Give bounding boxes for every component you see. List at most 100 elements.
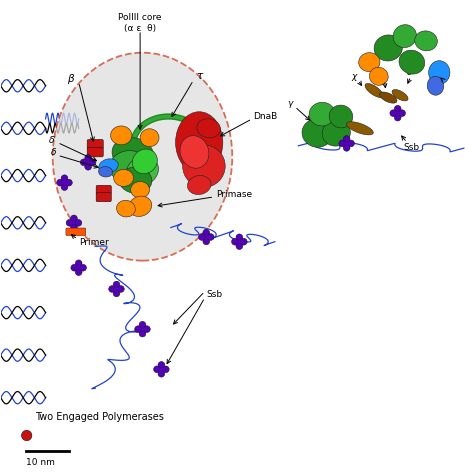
Ellipse shape — [380, 92, 397, 103]
Circle shape — [85, 164, 91, 170]
Ellipse shape — [365, 83, 383, 98]
Text: Two Engaged Polymerases: Two Engaged Polymerases — [35, 411, 164, 421]
Text: Ssb: Ssb — [206, 290, 222, 299]
Ellipse shape — [175, 112, 223, 173]
Ellipse shape — [99, 166, 113, 177]
Ellipse shape — [415, 31, 438, 51]
Circle shape — [345, 142, 348, 145]
Circle shape — [66, 219, 73, 226]
Text: τ: τ — [196, 71, 202, 82]
Text: χ: χ — [352, 72, 357, 81]
Ellipse shape — [428, 61, 450, 84]
Circle shape — [73, 221, 75, 224]
Text: ψ: ψ — [381, 72, 386, 81]
Circle shape — [343, 145, 350, 151]
Circle shape — [343, 136, 350, 142]
Ellipse shape — [109, 151, 147, 182]
Ellipse shape — [329, 105, 353, 128]
Ellipse shape — [132, 149, 157, 173]
FancyBboxPatch shape — [96, 193, 111, 202]
Ellipse shape — [53, 53, 232, 261]
Circle shape — [85, 155, 91, 161]
Circle shape — [240, 238, 247, 245]
FancyBboxPatch shape — [87, 139, 103, 149]
Ellipse shape — [359, 53, 380, 72]
Circle shape — [115, 287, 118, 291]
Ellipse shape — [131, 182, 150, 198]
Ellipse shape — [99, 159, 118, 173]
Circle shape — [160, 368, 163, 371]
Circle shape — [396, 111, 399, 115]
Circle shape — [394, 105, 401, 112]
Circle shape — [61, 175, 68, 182]
Circle shape — [71, 215, 77, 222]
Ellipse shape — [392, 90, 408, 101]
Circle shape — [80, 264, 86, 271]
Circle shape — [65, 179, 73, 186]
Ellipse shape — [399, 50, 425, 74]
Circle shape — [118, 286, 124, 292]
FancyBboxPatch shape — [96, 185, 111, 194]
Ellipse shape — [393, 25, 417, 47]
Circle shape — [339, 140, 346, 147]
Ellipse shape — [117, 201, 136, 217]
Circle shape — [71, 264, 78, 271]
Text: Ssb: Ssb — [404, 143, 420, 152]
FancyBboxPatch shape — [66, 228, 86, 236]
Text: δ: δ — [442, 73, 448, 82]
Circle shape — [203, 229, 210, 236]
Ellipse shape — [374, 35, 402, 61]
Text: (α ε  θ): (α ε θ) — [124, 24, 156, 33]
Circle shape — [139, 321, 146, 328]
Circle shape — [21, 430, 32, 441]
Circle shape — [77, 266, 80, 269]
Circle shape — [390, 110, 397, 117]
Circle shape — [75, 219, 82, 226]
Ellipse shape — [110, 126, 132, 145]
Circle shape — [63, 181, 66, 184]
Circle shape — [163, 366, 169, 373]
Circle shape — [399, 110, 405, 117]
Ellipse shape — [197, 119, 220, 138]
Circle shape — [203, 238, 210, 245]
Text: Primer: Primer — [79, 238, 109, 247]
Ellipse shape — [119, 167, 152, 193]
Text: γ: γ — [287, 99, 293, 108]
Circle shape — [394, 114, 401, 121]
Ellipse shape — [309, 102, 335, 126]
Text: 10 nm: 10 nm — [26, 458, 55, 467]
Circle shape — [236, 243, 243, 249]
Circle shape — [80, 159, 87, 166]
Ellipse shape — [128, 196, 152, 217]
Text: δ': δ' — [48, 136, 56, 145]
Circle shape — [236, 234, 243, 241]
Ellipse shape — [427, 76, 444, 95]
Ellipse shape — [369, 67, 388, 85]
FancyBboxPatch shape — [87, 147, 103, 157]
Ellipse shape — [187, 175, 211, 194]
Circle shape — [75, 260, 82, 267]
Text: PolIII core: PolIII core — [118, 12, 162, 21]
Ellipse shape — [127, 156, 158, 186]
Circle shape — [158, 370, 165, 377]
Ellipse shape — [346, 122, 374, 135]
Circle shape — [57, 179, 64, 186]
Circle shape — [61, 184, 68, 191]
Circle shape — [135, 326, 141, 333]
Circle shape — [238, 240, 241, 243]
Circle shape — [199, 234, 205, 240]
Ellipse shape — [112, 137, 154, 171]
Circle shape — [144, 326, 150, 333]
Circle shape — [75, 269, 82, 275]
Ellipse shape — [322, 120, 350, 146]
Circle shape — [113, 290, 120, 297]
Circle shape — [113, 281, 120, 288]
Circle shape — [154, 366, 160, 373]
Ellipse shape — [114, 169, 134, 186]
Ellipse shape — [302, 119, 333, 147]
Circle shape — [205, 236, 208, 238]
Text: δ': δ' — [407, 68, 415, 77]
Circle shape — [109, 286, 116, 292]
Circle shape — [158, 362, 165, 368]
Circle shape — [232, 238, 238, 245]
